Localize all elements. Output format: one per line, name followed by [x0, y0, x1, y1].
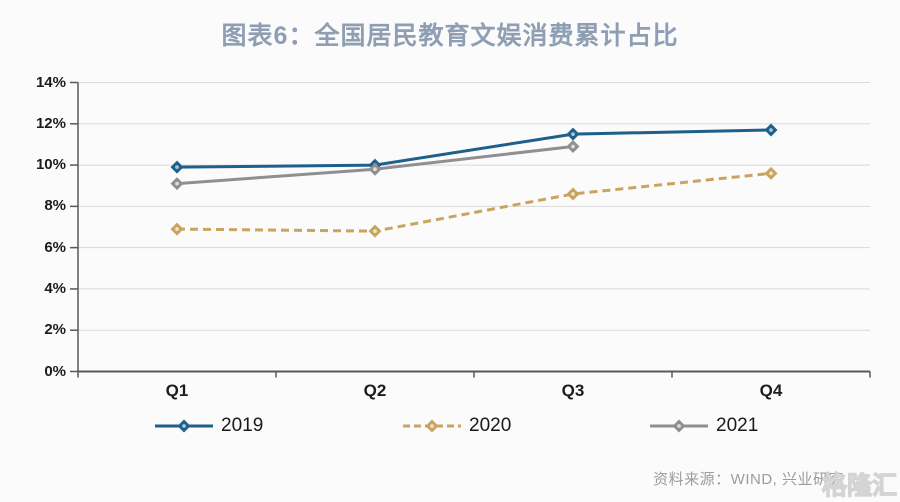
chart-title: 图表6：全国居民教育文娱消费累计占比 [221, 22, 679, 50]
y-tick-label: 0% [44, 362, 66, 380]
y-tick-label: 8% [44, 197, 66, 215]
x-tick-label: Q3 [561, 381, 585, 400]
y-tick-label: 14% [35, 73, 66, 91]
legend-item-2019: 2019 [155, 413, 263, 439]
legend-line-sample-icon [650, 419, 708, 433]
y-tick-label: 12% [35, 114, 66, 132]
chart-legend: 2019 2020 2021 [0, 413, 900, 439]
legend-line-sample-icon [155, 419, 213, 433]
watermark-logo: 格隆汇 [821, 471, 897, 500]
legend-line-sample-icon [403, 419, 461, 433]
y-tick-label: 4% [44, 279, 66, 297]
x-tick-label: Q4 [759, 381, 783, 400]
legend-label: 2019 [221, 415, 264, 436]
legend-item-2021: 2021 [650, 413, 758, 439]
legend-item-2020: 2020 [403, 413, 511, 439]
legend-label: 2020 [469, 415, 512, 436]
y-tick-label: 2% [44, 321, 66, 339]
legend-label: 2021 [716, 415, 759, 436]
y-tick-label: 10% [35, 156, 66, 174]
data-source-note: 资料来源：WIND, 兴业研究 [653, 471, 844, 488]
x-tick-label: Q1 [165, 381, 189, 400]
x-tick-label: Q2 [363, 381, 387, 400]
y-tick-label: 6% [44, 238, 66, 256]
